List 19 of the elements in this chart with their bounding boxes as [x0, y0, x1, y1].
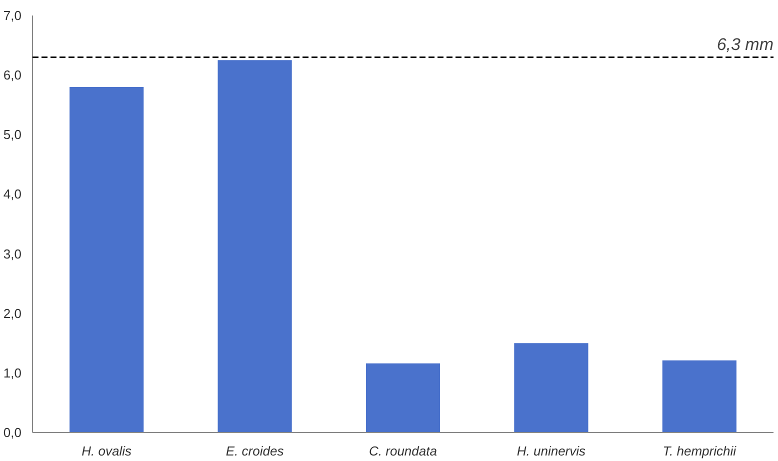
- bar: [218, 60, 292, 432]
- ref-line-label: 6,3 mm: [716, 35, 774, 54]
- y-tick-label: 1,0: [3, 365, 22, 380]
- y-tick-label: 0,0: [3, 425, 22, 440]
- y-tick-label: 5,0: [3, 127, 22, 142]
- x-tick-label: H. ovalis: [82, 444, 132, 458]
- y-tick-label: 3,0: [3, 246, 22, 262]
- bar: [514, 343, 588, 432]
- y-tick-label: 7,0: [3, 8, 22, 23]
- bar: [366, 363, 440, 432]
- x-tick-label: H. uninervis: [516, 444, 586, 458]
- bar: [70, 86, 144, 432]
- x-tick-label: E. croides: [226, 444, 284, 458]
- x-tick-label: C. roundata: [369, 444, 437, 458]
- y-tick-label: 2,0: [3, 306, 22, 321]
- x-tick-label: T. hemprichii: [662, 444, 738, 458]
- y-tick-label: 6,0: [3, 68, 22, 83]
- y-tick-label: 4,0: [3, 186, 22, 202]
- bar: [662, 360, 736, 432]
